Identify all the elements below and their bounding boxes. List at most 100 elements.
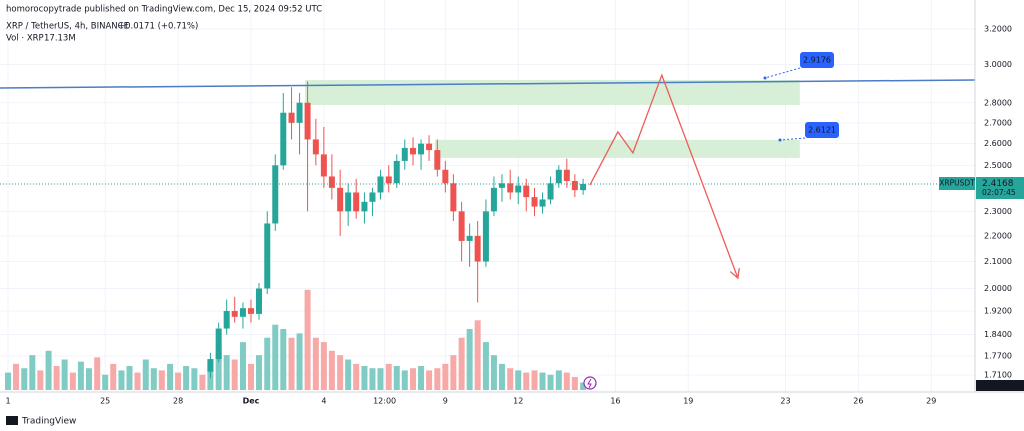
candle-body xyxy=(442,169,449,184)
ticker: XRPUSDT xyxy=(939,179,975,188)
candle-body xyxy=(434,150,441,170)
candle-body xyxy=(531,197,538,207)
volume-bar xyxy=(183,366,190,390)
candle-body xyxy=(466,235,473,241)
event-icon[interactable] xyxy=(583,376,597,390)
volume-bar xyxy=(563,372,570,390)
candle-body xyxy=(361,201,368,212)
volume-box xyxy=(976,380,1024,391)
volume-bar xyxy=(337,355,344,390)
candle-body xyxy=(474,235,481,262)
volume-bar xyxy=(215,350,222,390)
candle-body xyxy=(296,102,303,123)
y-tick-label: 2.6000 xyxy=(984,139,1012,148)
volume-bar xyxy=(426,370,433,390)
volume-title: Vol · XRP xyxy=(6,34,44,44)
volume-bar xyxy=(312,337,319,390)
candles xyxy=(207,81,587,379)
volume-bar xyxy=(158,370,165,390)
candle-body xyxy=(223,311,230,329)
candle-body xyxy=(571,180,578,191)
candle-body xyxy=(320,154,327,177)
overlays: 2.9176 2.6121 xyxy=(0,52,976,280)
y-tick-label: 1.7700 xyxy=(984,351,1012,360)
volume-bar xyxy=(231,359,238,390)
candle-body xyxy=(498,183,505,188)
y-tick-label: 3.0000 xyxy=(984,60,1012,69)
y-tick-label: 2.7000 xyxy=(984,118,1012,127)
volume-bar xyxy=(531,370,538,390)
volume-bar xyxy=(515,370,522,390)
volume-bar xyxy=(142,359,149,390)
volume-bar xyxy=(45,350,52,390)
volume-bar xyxy=(150,368,157,390)
volume-bar xyxy=(77,361,84,390)
candle-body xyxy=(337,187,344,212)
volume-bar xyxy=(102,374,109,390)
candle-body xyxy=(507,183,514,193)
event-icon-bolt xyxy=(587,378,592,389)
volume-bar xyxy=(345,359,352,390)
y-tick-label: 1.7100 xyxy=(984,370,1012,379)
volume-bar xyxy=(580,382,587,390)
volume-bar xyxy=(539,372,546,390)
candle-body xyxy=(555,169,562,184)
volume-bar xyxy=(555,370,562,390)
y-tick-label: 2.1000 xyxy=(984,257,1012,266)
volume-bar xyxy=(369,368,376,390)
last-price-box xyxy=(976,177,1024,199)
volume-bar xyxy=(353,363,360,390)
annotation-label: 2.9176 xyxy=(803,56,831,65)
candle-body xyxy=(255,288,262,314)
x-tick-label: 25 xyxy=(100,397,110,406)
volume-bar xyxy=(571,376,578,390)
volume-bar xyxy=(328,350,335,390)
volume-bar xyxy=(223,355,230,390)
candle-body xyxy=(288,112,295,123)
publisher: homorocopytrade published on TradingView… xyxy=(6,5,322,15)
volume-bar xyxy=(418,366,425,390)
projection-arrowhead xyxy=(729,268,740,280)
volume-bar xyxy=(385,363,392,390)
volume-bar xyxy=(458,337,465,390)
volume-bar xyxy=(377,368,384,390)
candle-body xyxy=(426,143,433,151)
projection xyxy=(589,73,739,279)
candle-body xyxy=(345,192,352,212)
candle-body xyxy=(450,183,457,212)
candle-body xyxy=(377,176,384,193)
annotation-anchor xyxy=(778,138,782,142)
volume-bar xyxy=(361,366,368,390)
y-tick-label: 1.9200 xyxy=(984,307,1012,316)
candle-body xyxy=(328,176,335,188)
volume-bar xyxy=(110,363,117,390)
volume-last: 17.13M xyxy=(44,34,76,44)
volume-bar xyxy=(134,372,141,390)
volume-bar xyxy=(175,372,182,390)
x-tick-label: 1 xyxy=(5,397,10,406)
candle-body xyxy=(539,199,546,207)
volume-bar xyxy=(126,366,133,390)
candle-body xyxy=(547,183,554,200)
volume-bar xyxy=(118,370,125,390)
annotation-anchor xyxy=(763,76,767,80)
countdown: 02:07:45 xyxy=(982,188,1016,197)
volume-bar xyxy=(61,359,68,390)
volume-bar xyxy=(255,355,262,390)
x-tick-label: 12:00 xyxy=(373,397,396,406)
volume-bar xyxy=(53,366,60,390)
ticker-box xyxy=(939,177,975,190)
annotation-connector xyxy=(779,137,806,141)
volume-bar xyxy=(37,370,44,390)
candle-body xyxy=(264,223,271,289)
x-tick-label: 29 xyxy=(926,397,936,406)
candle-body xyxy=(410,147,417,155)
volume-bar xyxy=(94,357,101,390)
volume-bar xyxy=(304,289,311,390)
last-price: 2.4168 xyxy=(982,179,1014,189)
candle-body xyxy=(458,211,465,241)
x-tick-label: 28 xyxy=(173,397,183,406)
candle-body xyxy=(401,147,408,161)
